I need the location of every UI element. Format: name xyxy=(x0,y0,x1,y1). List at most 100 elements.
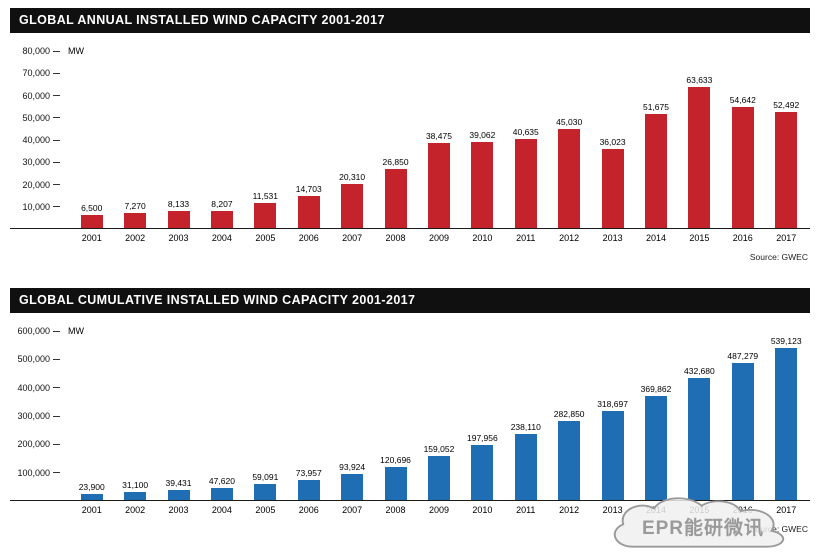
bar-group: 59,091 xyxy=(244,331,287,501)
x-axis-year-label: 2010 xyxy=(472,233,493,243)
bar xyxy=(167,489,190,501)
x-axis-year-label: 2011 xyxy=(516,233,536,243)
bar-value-label: 31,100 xyxy=(122,480,149,491)
bar-group: 45,030 xyxy=(547,51,590,229)
bar-group: 369,862 xyxy=(634,331,677,501)
bar-group: 40,635 xyxy=(504,51,547,229)
annual-x-axis-line xyxy=(10,228,810,229)
bar-value-label: 38,475 xyxy=(425,131,452,142)
bar-value-label: 159,052 xyxy=(423,443,455,454)
x-axis-year-label: 2001 xyxy=(81,233,102,243)
cumulative-unit-label: MW xyxy=(68,326,84,336)
y-tick-label: 200,000 xyxy=(17,439,60,449)
bar-group: 8,133 xyxy=(157,51,200,229)
bar-group: 238,110 xyxy=(504,331,547,501)
annual-y-axis: 10,000 20,000 30,000 40,000 50,000 60,000 70,0… xyxy=(10,46,60,229)
bar-value-label: 45,030 xyxy=(556,116,583,127)
bar xyxy=(341,474,364,501)
x-axis-year-label: 2014 xyxy=(645,233,666,243)
x-axis-year-label: 2016 xyxy=(732,233,753,243)
bar-value-label: 39,431 xyxy=(165,477,192,488)
bar-value-label: 47,620 xyxy=(208,475,235,486)
bar-value-label: 40,635 xyxy=(512,126,539,137)
bar-value-label: 432,680 xyxy=(684,366,715,377)
cumulative-x-axis-line xyxy=(10,500,810,501)
bar xyxy=(341,183,364,229)
x-axis-year-label: 2012 xyxy=(559,233,580,243)
x-axis-year-label: 2007 xyxy=(342,505,363,515)
bar xyxy=(297,196,320,229)
x-axis-year-label: 2007 xyxy=(342,233,363,243)
y-tick-label: 10,000 xyxy=(22,202,60,212)
bar xyxy=(254,203,277,229)
bar-value-label: 63,633 xyxy=(686,75,713,86)
bar-value-label: 59,091 xyxy=(252,472,279,483)
x-axis-year-label: 2009 xyxy=(428,233,449,243)
cumulative-plot-area: MW 100,000 200,000 300,000 400,000 500,000 60… xyxy=(10,326,810,501)
bar-value-label: 539,123 xyxy=(770,336,802,347)
x-axis-year-label: 2005 xyxy=(255,505,276,515)
x-axis-year-label: 2009 xyxy=(428,505,449,515)
annual-chart-title: GLOBAL ANNUAL INSTALLED WIND CAPACITY 20… xyxy=(10,8,810,33)
annual-plot-area: MW 10,000 20,000 30,000 40,000 50,000 60,000 7… xyxy=(10,46,810,229)
bar-group: 31,100 xyxy=(113,331,156,501)
bar-group: 52,492 xyxy=(765,51,808,229)
bar xyxy=(601,148,624,229)
bar xyxy=(297,480,320,501)
y-tick-label: 60,000 xyxy=(22,91,60,101)
bar-group: 159,052 xyxy=(417,331,460,501)
bar xyxy=(731,362,754,501)
x-axis-year-label: 2010 xyxy=(472,505,493,515)
x-axis-year-label: 2006 xyxy=(298,505,319,515)
x-axis-year-label: 2002 xyxy=(125,505,146,515)
annual-capacity-chart: GLOBAL ANNUAL INSTALLED WIND CAPACITY 20… xyxy=(10,0,810,262)
bar xyxy=(210,487,233,501)
bar xyxy=(775,348,798,501)
x-axis-year-label: 2012 xyxy=(559,505,580,515)
cumulative-y-axis: 100,000 200,000 300,000 400,000 500,000 600,0… xyxy=(10,326,60,501)
bar-value-label: 39,062 xyxy=(469,130,496,141)
bar-group: 39,062 xyxy=(461,51,504,229)
x-axis-year-label: 2002 xyxy=(125,233,146,243)
y-tick-label: 30,000 xyxy=(22,157,60,167)
y-tick-label: 600,000 xyxy=(17,326,60,336)
bar xyxy=(558,420,581,501)
bar-value-label: 54,642 xyxy=(729,95,756,106)
annual-bars: 6,500 7,270 8,133 8,207 11,531 14,703 20,310 26… xyxy=(70,51,808,229)
bar xyxy=(731,107,754,229)
cloud-icon xyxy=(613,497,784,548)
bar-value-label: 23,900 xyxy=(78,482,105,493)
x-axis-year-label: 2017 xyxy=(776,233,797,243)
bar-value-label: 51,675 xyxy=(642,102,669,113)
bar-group: 282,850 xyxy=(547,331,590,501)
x-axis-year-label: 2013 xyxy=(602,505,623,515)
bar-group: 47,620 xyxy=(200,331,243,501)
bar xyxy=(254,484,277,501)
bar xyxy=(644,396,667,501)
x-axis-year-label: 2013 xyxy=(602,233,623,243)
bar xyxy=(124,212,147,229)
bar-group: 38,475 xyxy=(417,51,460,229)
bar-group: 20,310 xyxy=(330,51,373,229)
x-axis-year-label: 2015 xyxy=(689,233,710,243)
bar xyxy=(601,410,624,501)
bar-group: 120,696 xyxy=(374,331,417,501)
bar-group: 73,957 xyxy=(287,331,330,501)
bar xyxy=(167,210,190,229)
bar-group: 36,023 xyxy=(591,51,634,229)
bar-value-label: 93,924 xyxy=(339,462,366,473)
bar-value-label: 7,270 xyxy=(124,200,146,211)
bar xyxy=(384,169,407,229)
watermark: EPR能研微讯 xyxy=(598,494,808,552)
x-axis-year-label: 2008 xyxy=(385,233,406,243)
bar-value-label: 318,697 xyxy=(597,398,628,409)
bar xyxy=(80,214,103,229)
bar-value-label: 238,110 xyxy=(510,421,541,432)
y-tick-label: 40,000 xyxy=(22,135,60,145)
x-axis-year-label: 2003 xyxy=(168,233,189,243)
cumulative-source-label: Source: GWEC xyxy=(749,524,808,534)
bar-group: 51,675 xyxy=(634,51,677,229)
x-axis-year-label: 2011 xyxy=(516,505,536,515)
bar-group: 487,279 xyxy=(721,331,764,501)
bar xyxy=(124,492,147,501)
